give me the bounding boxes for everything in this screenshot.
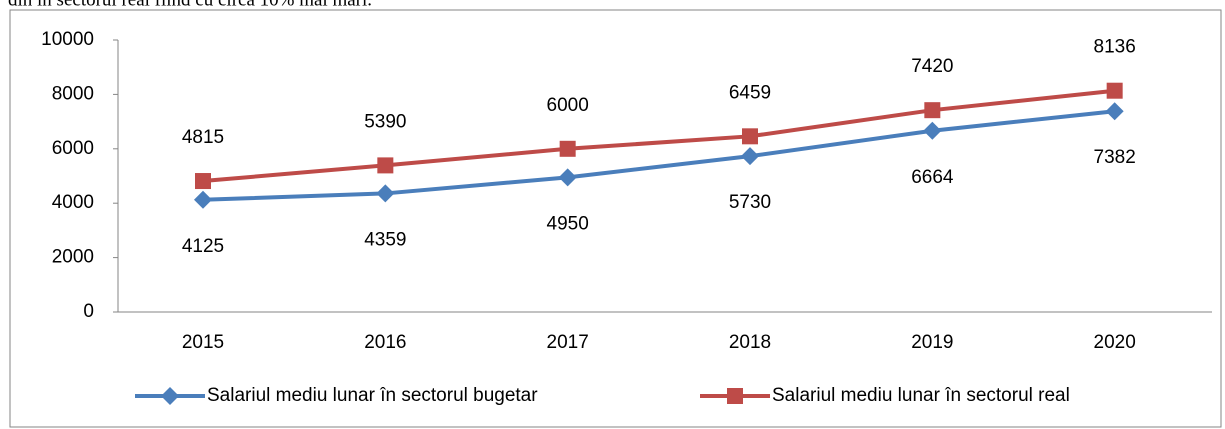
data-label: 4359 — [364, 229, 406, 250]
x-tick-label: 2017 — [547, 332, 589, 353]
data-label: 6459 — [729, 82, 771, 103]
data-point — [559, 140, 576, 157]
data-label: 4815 — [182, 127, 224, 148]
x-tick-label: 2015 — [182, 332, 224, 353]
legend-label: Salariul mediu lunar în sectorul real — [772, 385, 1070, 406]
y-tick-label: 8000 — [52, 83, 94, 104]
legend-marker — [161, 387, 179, 405]
data-point — [194, 190, 212, 209]
data-point — [741, 147, 759, 166]
data-label: 7420 — [911, 56, 953, 77]
data-point — [195, 173, 211, 190]
data-point — [558, 168, 577, 187]
data-label: 5730 — [729, 192, 771, 213]
y-tick-label: 4000 — [52, 192, 94, 213]
x-tick-label: 2020 — [1094, 332, 1136, 353]
data-point — [923, 121, 942, 140]
data-label: 5390 — [364, 111, 406, 132]
x-tick-label: 2018 — [729, 332, 771, 353]
series-line — [202, 88, 1115, 184]
data-label: 6000 — [547, 95, 589, 116]
series-line — [202, 109, 1115, 202]
data-label: 6664 — [911, 167, 954, 188]
legend-label: Salariul mediu lunar în sectorul bugetar — [207, 385, 538, 406]
data-point — [742, 128, 758, 145]
data-label: 4125 — [182, 236, 224, 257]
data-label: 8136 — [1094, 37, 1136, 58]
y-tick-label: 10000 — [41, 29, 94, 50]
legend-marker — [727, 388, 743, 404]
y-tick-label: 6000 — [52, 138, 94, 159]
data-point — [1106, 82, 1123, 99]
x-tick-label: 2016 — [364, 332, 406, 353]
data-point — [1105, 102, 1124, 121]
data-label: 4950 — [547, 213, 589, 234]
data-point — [376, 184, 395, 203]
data-point — [377, 157, 394, 174]
y-tick-label: 0 — [83, 301, 94, 322]
caption: din în sectorul real fiind cu circa 10% … — [8, 0, 372, 10]
y-tick-label: 2000 — [52, 247, 94, 268]
x-tick-label: 2019 — [911, 332, 953, 353]
chart-border — [9, 9, 1222, 428]
data-point — [924, 102, 941, 119]
data-label: 7382 — [1094, 147, 1136, 168]
